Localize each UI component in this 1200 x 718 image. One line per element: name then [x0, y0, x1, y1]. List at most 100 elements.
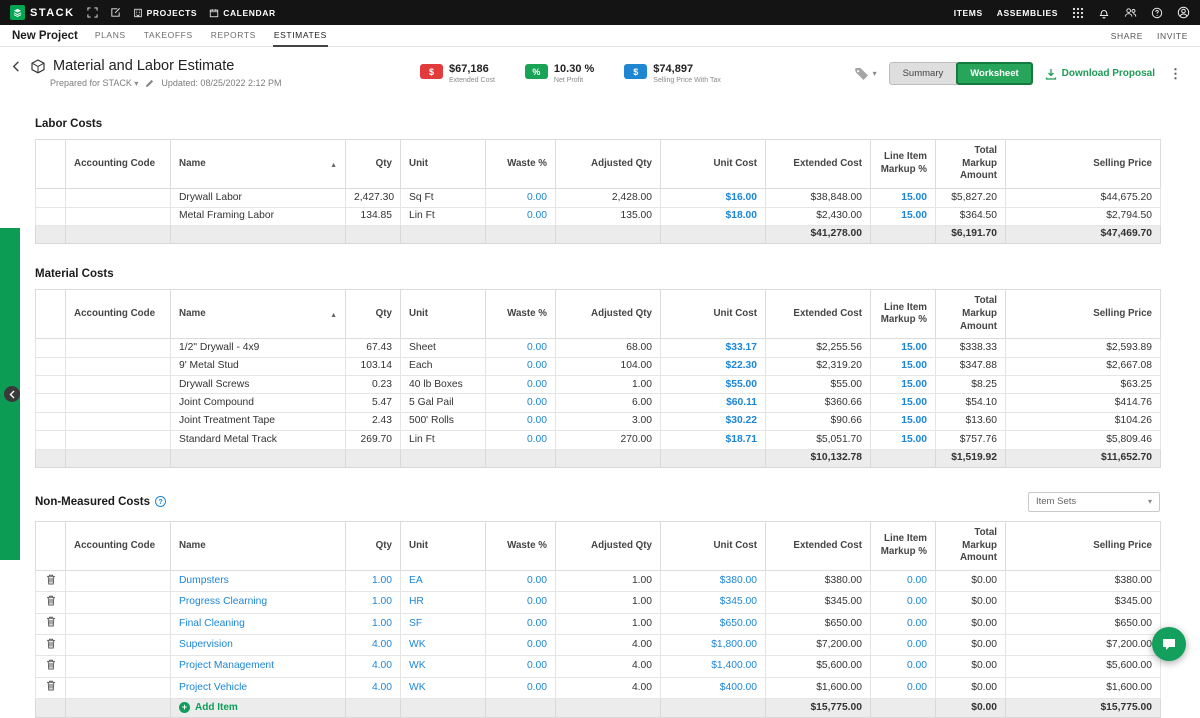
trash-cell[interactable]	[35, 570, 66, 593]
cell-markup[interactable]: 0.00	[870, 676, 936, 700]
account-icon[interactable]	[1177, 6, 1190, 19]
col-header-selling[interactable]: Selling Price	[1005, 520, 1161, 572]
cell-unit_cost[interactable]: $55.00	[660, 375, 766, 395]
trash-cell[interactable]	[35, 591, 66, 614]
cell-qty[interactable]: 4.00	[345, 634, 401, 657]
cell-unit_cost[interactable]: $22.30	[660, 356, 766, 377]
col-header-total_markup[interactable]: Total Markup Amount	[935, 289, 1006, 340]
trash-cell[interactable]	[35, 612, 66, 636]
col-header-adj_qty[interactable]: Adjusted Qty	[555, 289, 661, 340]
cell-unit[interactable]: WK	[400, 655, 486, 678]
tab-plans[interactable]: PLANS	[94, 29, 126, 40]
delete-row-icon[interactable]	[46, 659, 56, 670]
cell-qty[interactable]: 4.00	[345, 655, 401, 678]
cell-markup[interactable]: 15.00	[870, 430, 936, 450]
col-header-acct[interactable]: Accounting Code	[65, 138, 171, 190]
col-header-waste[interactable]: Waste %	[485, 138, 556, 190]
delete-row-icon[interactable]	[46, 680, 56, 691]
sort-asc-icon[interactable]: ▲	[330, 161, 337, 169]
col-header-unit_cost[interactable]: Unit Cost	[660, 520, 766, 572]
col-header-name[interactable]: Name	[170, 520, 346, 572]
cell-name[interactable]: Final Cleaning	[170, 612, 346, 636]
assemblies-button[interactable]: ASSEMBLIES	[997, 8, 1058, 18]
cell-unit[interactable]: SF	[400, 612, 486, 636]
delete-row-icon[interactable]	[46, 616, 56, 627]
col-header-total_markup[interactable]: Total Markup Amount	[935, 138, 1006, 190]
cell-markup[interactable]: 0.00	[870, 570, 936, 593]
tab-takeoffs[interactable]: TAKEOFFS	[143, 29, 193, 40]
worksheet-button[interactable]: Worksheet	[956, 62, 1033, 85]
kebab-menu-icon[interactable]: ⋮	[1169, 65, 1182, 81]
cell-unit_cost[interactable]: $18.00	[660, 206, 766, 226]
cell-waste[interactable]: 0.00	[485, 676, 556, 700]
cell-markup[interactable]: 0.00	[870, 612, 936, 636]
col-header-unit[interactable]: Unit	[400, 289, 486, 340]
col-header-adj_qty[interactable]: Adjusted Qty	[555, 138, 661, 190]
add-item-button[interactable]: + Add Item	[179, 702, 238, 714]
cell-markup[interactable]: 15.00	[870, 188, 936, 208]
apps-grid-icon[interactable]	[1072, 7, 1084, 19]
col-header-unit_cost[interactable]: Unit Cost	[660, 289, 766, 340]
cell-qty[interactable]: 1.00	[345, 591, 401, 614]
cell-name[interactable]: Dumpsters	[170, 570, 346, 593]
col-header-markup[interactable]: Line Item Markup %	[870, 138, 936, 190]
cell-unit_cost[interactable]: $650.00	[660, 612, 766, 636]
projects-button[interactable]: PROJECTS	[133, 8, 198, 18]
cell-markup[interactable]: 15.00	[870, 393, 936, 413]
cell-qty[interactable]: 4.00	[345, 676, 401, 700]
sort-asc-icon[interactable]: ▲	[330, 311, 337, 319]
cell-waste[interactable]: 0.00	[485, 655, 556, 678]
cell-unit_cost[interactable]: $400.00	[660, 676, 766, 700]
summary-button[interactable]: Summary	[888, 62, 958, 85]
stack-logo[interactable]: STACK	[10, 5, 75, 20]
cell-name[interactable]: Project Management	[170, 655, 346, 678]
bell-icon[interactable]	[1098, 7, 1110, 19]
cell-waste[interactable]: 0.00	[485, 393, 556, 413]
col-header-acct[interactable]: Accounting Code	[65, 520, 171, 572]
users-icon[interactable]	[1124, 7, 1137, 18]
trash-cell[interactable]	[35, 676, 66, 700]
item-sets-select[interactable]: Item Sets ▾	[1028, 491, 1160, 512]
col-header-adj_qty[interactable]: Adjusted Qty	[555, 520, 661, 572]
cell-unit_cost[interactable]: $60.11	[660, 393, 766, 413]
col-header-acct[interactable]: Accounting Code	[65, 289, 171, 340]
cell-markup[interactable]: 15.00	[870, 411, 936, 432]
col-header-selling[interactable]: Selling Price	[1005, 138, 1161, 190]
cell-unit_cost[interactable]: $1,800.00	[660, 634, 766, 657]
cell-unit_cost[interactable]: $18.71	[660, 430, 766, 450]
cell-waste[interactable]: 0.00	[485, 206, 556, 226]
cell-unit_cost[interactable]: $16.00	[660, 188, 766, 208]
prepared-for-dropdown[interactable]: Prepared for STACK ▾	[50, 78, 138, 88]
cell-unit[interactable]: EA	[400, 570, 486, 593]
tag-dropdown[interactable]: ▾	[854, 67, 877, 81]
share-button[interactable]: SHARE	[1110, 30, 1143, 41]
col-header-unit[interactable]: Unit	[400, 520, 486, 572]
help-icon[interactable]	[1151, 7, 1163, 19]
chat-widget-button[interactable]	[1152, 627, 1186, 661]
cell-markup[interactable]: 15.00	[870, 375, 936, 395]
cell-markup[interactable]: 0.00	[870, 591, 936, 614]
cell-waste[interactable]: 0.00	[485, 188, 556, 208]
cell-waste[interactable]: 0.00	[485, 570, 556, 593]
collapse-panel-button[interactable]	[4, 386, 20, 402]
cell-qty[interactable]: 1.00	[345, 612, 401, 636]
col-header-unit_cost[interactable]: Unit Cost	[660, 138, 766, 190]
cell-unit_cost[interactable]: $1,400.00	[660, 655, 766, 678]
delete-row-icon[interactable]	[46, 595, 56, 606]
cell-name[interactable]: Supervision	[170, 634, 346, 657]
col-header-qty[interactable]: Qty	[345, 138, 401, 190]
compose-icon[interactable]	[110, 7, 121, 18]
col-header-total_markup[interactable]: Total Markup Amount	[935, 520, 1006, 572]
col-header-name[interactable]: Name ▲	[170, 289, 346, 340]
col-header-qty[interactable]: Qty	[345, 520, 401, 572]
trash-cell[interactable]	[35, 655, 66, 678]
cell-waste[interactable]: 0.00	[485, 375, 556, 395]
delete-row-icon[interactable]	[46, 574, 56, 585]
col-header-extended[interactable]: Extended Cost	[765, 520, 871, 572]
cell-unit[interactable]: WK	[400, 634, 486, 657]
tab-reports[interactable]: REPORTS	[210, 29, 256, 40]
cell-waste[interactable]: 0.00	[485, 612, 556, 636]
col-header-markup[interactable]: Line Item Markup %	[870, 289, 936, 340]
cell-name[interactable]: Project Vehicle	[170, 676, 346, 700]
edit-pencil-icon[interactable]	[145, 79, 154, 88]
